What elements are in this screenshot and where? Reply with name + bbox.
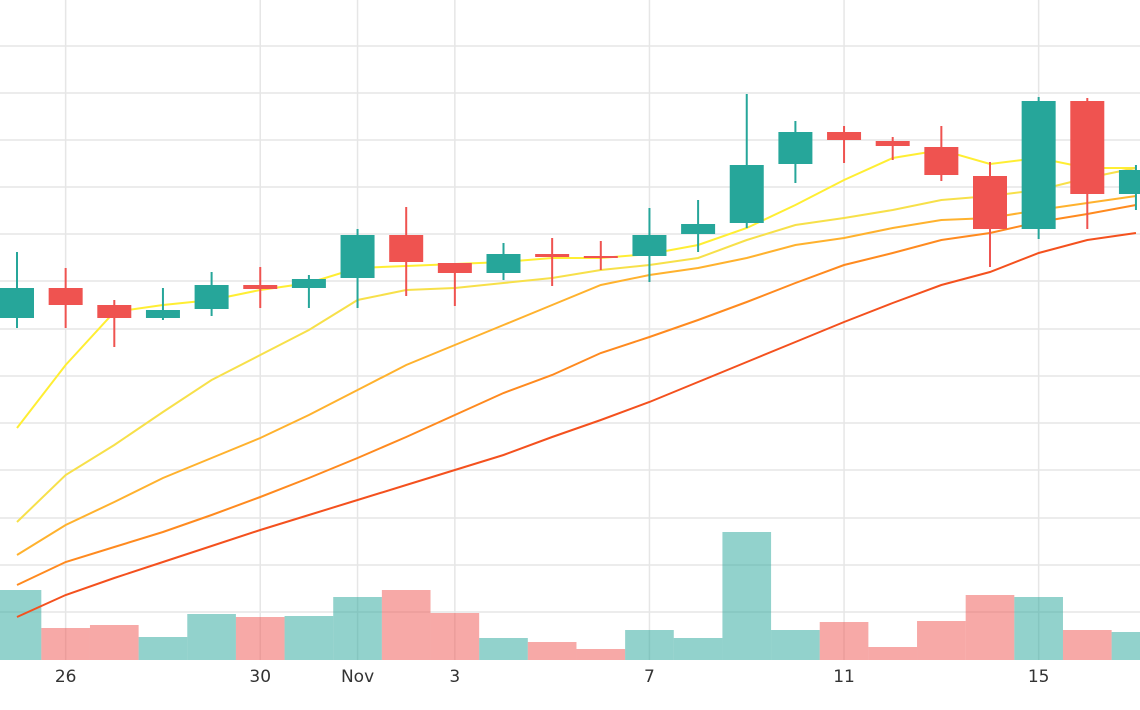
candle-body [778,132,813,164]
candle-body [194,285,229,309]
candle-body [681,224,716,234]
volume-bar [1111,632,1140,660]
x-tick-label: 7 [644,667,655,687]
moving-average-line [16,195,1137,556]
candle-body [145,310,180,318]
candle-body [729,165,764,223]
volume-bar [284,616,334,660]
volume-bar [868,647,918,660]
volume-bar [673,638,723,660]
volume-bar [819,622,869,660]
candle-body [1070,101,1105,194]
candle-body [291,279,326,288]
volume-bar [625,630,674,660]
x-tick-label: 26 [55,667,77,687]
candle-body [924,147,959,175]
volume-bar [1014,597,1063,660]
candle-body [486,254,521,273]
x-tick-label: 30 [249,667,271,687]
volume-bar [381,590,431,660]
volume-bar [0,590,42,660]
volume-bar [187,614,236,660]
volume-bar [527,642,577,660]
moving-average-line [16,204,1137,586]
candle-body [48,288,83,305]
moving-average-line [16,148,1136,429]
candle-body [632,235,667,256]
volume-bar [771,630,820,660]
volume-bar [1062,630,1112,660]
volume-bar [41,628,90,660]
candle-body [827,132,862,140]
volume-bar [479,638,528,660]
volume-bar [430,613,480,660]
volume-bar [333,597,382,660]
volume-bar [235,617,285,660]
x-tick-label: 15 [1028,667,1050,687]
candle-body [437,263,472,273]
volume-bar [576,649,626,660]
moving-average-line [16,167,1137,523]
candle-body [340,235,375,278]
volume-bar [722,532,772,660]
x-tick-label: 11 [833,667,855,687]
candle-body [875,141,910,146]
volume-bar [917,621,966,660]
candle-body [1021,101,1056,229]
candle-body [583,256,618,258]
candle-body [0,288,34,318]
candle-body [535,254,570,257]
candle-body [389,235,424,262]
volume-bar [965,595,1015,660]
volume-bar [138,637,188,660]
volume-bar [89,625,139,660]
moving-average-line [16,232,1137,618]
candle-body [1118,170,1140,194]
candle-body [973,176,1007,229]
x-tick-label: Nov [341,667,374,687]
x-tick-label: 3 [449,667,460,687]
candle-body [97,305,132,318]
candle-body [243,285,278,289]
